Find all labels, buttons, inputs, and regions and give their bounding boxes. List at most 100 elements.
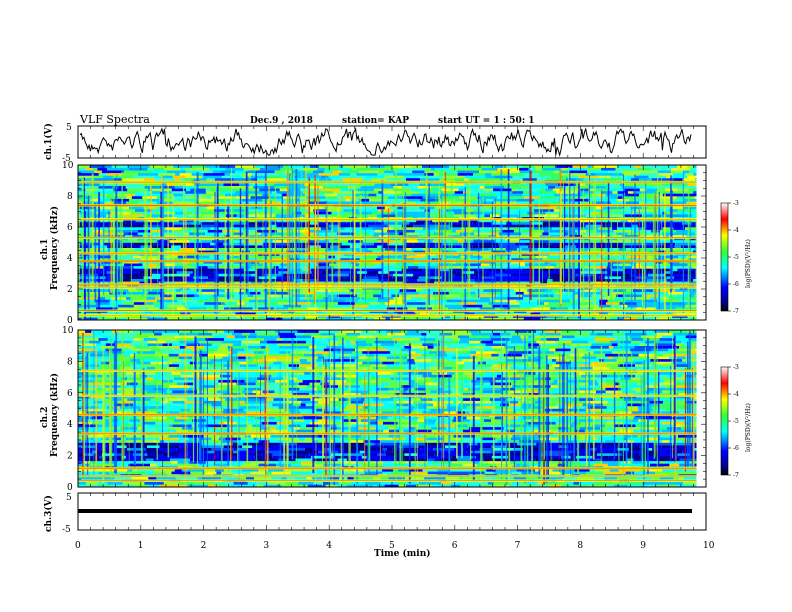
ch1-spec-cell <box>463 304 483 308</box>
ch1-spec-cell <box>587 208 610 212</box>
ch1-spec-cell <box>325 167 339 171</box>
ch1-spec-cell <box>148 263 157 267</box>
ch1-spec-cell <box>283 175 288 179</box>
ch1-spec-cell <box>642 299 658 303</box>
ch1-spec-cell <box>360 245 378 248</box>
ch1-spec-cell <box>228 273 241 277</box>
ch1-spec-cell <box>78 227 95 230</box>
ch1-spec-cell <box>406 177 421 181</box>
ch1-spec-cell <box>194 183 217 186</box>
ch1-spec-cell <box>616 232 628 236</box>
ch2-spec-cell <box>505 424 521 428</box>
ch2-spec-cell <box>661 445 678 448</box>
ch2-spec-cell <box>486 468 496 472</box>
ch1-spec-cell <box>169 224 189 228</box>
ch1-spec-cell <box>277 255 295 259</box>
ch1-spec-cell <box>480 278 496 282</box>
ch1-spec-cell <box>387 224 402 228</box>
ch1-spec-cell <box>548 185 556 189</box>
ch1-spec-cell <box>456 268 478 272</box>
ch1-spec-cell <box>322 185 336 189</box>
ch2-spec-cell <box>171 471 191 475</box>
ch2-spec-cell <box>388 429 400 433</box>
ch1-spec-cell <box>656 317 670 321</box>
ch1-spec-cell <box>551 242 573 246</box>
ch2-spec-cell <box>233 419 254 422</box>
ch2-spec-cell <box>424 476 446 480</box>
ch2-spec-cell <box>399 439 417 443</box>
ch1-spec-cell <box>648 255 654 259</box>
ch2-spec-cell <box>205 471 217 475</box>
ch1-spec-cell <box>522 193 544 197</box>
ch1-spec-cell <box>540 268 555 272</box>
ch2-spec-cell <box>127 468 133 472</box>
ch1-spec-cell <box>568 234 582 238</box>
ch2-spec-cell <box>570 455 576 459</box>
ch1-spec-cell <box>98 273 107 277</box>
ch1-spec-cell <box>374 317 386 321</box>
ch1-spec-cell <box>623 206 631 210</box>
ch1-spec-cell <box>152 234 160 238</box>
ch2-spec-cell <box>603 471 626 475</box>
ch2-spec-cell <box>211 447 234 451</box>
ch2-spec-cell <box>577 463 594 467</box>
ch1-spec-cell <box>127 165 132 168</box>
ch2-spec-cell <box>373 442 395 446</box>
ch1-spec-cell <box>418 234 424 238</box>
ch1-spec-cell <box>467 299 484 303</box>
ch1-spec-cell <box>409 208 425 212</box>
ch1-spec-cell <box>281 250 287 254</box>
ch1-spec-cell <box>676 196 687 199</box>
ch1-spec-cell <box>98 219 116 223</box>
ch2-spec-cell <box>641 429 662 433</box>
ch2-spec-cell <box>142 455 156 459</box>
ch2-spec-cell <box>343 403 348 407</box>
ch1-spec-cell <box>453 276 475 279</box>
ch1-spec-cell <box>443 165 450 168</box>
ch2-spec-cell <box>427 471 448 475</box>
ch1-spec-cell <box>595 219 607 223</box>
ch1-spec-cell <box>689 227 697 230</box>
ch1-spec-cell <box>164 278 185 282</box>
ch2-spec-cell <box>289 411 301 414</box>
ch2-spec-cell <box>516 458 536 462</box>
ch1-spec-cell <box>644 183 662 186</box>
ch1-spec-cell <box>215 289 226 292</box>
ch1-spec-cell <box>449 278 467 282</box>
ch1-spec-cell <box>352 185 361 189</box>
ch2-spec-cell <box>381 411 397 414</box>
ch1-spec-cell <box>463 242 479 246</box>
ch2-spec-cell <box>484 476 492 480</box>
ch1-spec-cell <box>377 245 382 248</box>
ch2-spec-cell <box>327 434 344 438</box>
ch2-spec-cell <box>127 398 134 401</box>
ch1-spec-cell <box>510 268 522 272</box>
ch1-spec-cell <box>608 170 622 174</box>
ch1-spec-cell <box>673 227 686 230</box>
ch2-spec-cell <box>299 445 317 448</box>
ch1-spec-cell <box>211 317 232 321</box>
ch1-spec-cell <box>413 250 426 254</box>
ch2-spec-cell <box>479 460 489 464</box>
ch1-spec-cell <box>78 270 86 274</box>
ch1-spec-cell <box>311 270 322 274</box>
ch1-spec-cell <box>94 299 110 303</box>
ch1-spec-cell <box>686 196 695 199</box>
ch1-spec-cell <box>257 177 265 181</box>
ch1-spec-cell <box>593 312 599 316</box>
ch1-spec-cell <box>655 276 667 279</box>
ch2-spec-cell <box>633 481 645 485</box>
ch2-spec-cell <box>214 455 235 459</box>
ch2-spec-cell <box>325 458 332 462</box>
ch1-spec-cell <box>78 167 86 171</box>
ch1-spec-cell <box>598 304 611 308</box>
ch2-spec-cell <box>373 476 381 480</box>
ch2-spec-cell <box>467 484 474 488</box>
ch1-spec-cell <box>422 196 441 199</box>
ch1-spec-cell <box>362 278 379 282</box>
ch1-spec-cell <box>117 278 132 282</box>
ch2-spec-cell <box>228 468 242 472</box>
ch2-spec-cell <box>343 463 362 467</box>
ch2-spec-cell <box>368 405 389 409</box>
ch1-spec-cell <box>507 198 517 202</box>
